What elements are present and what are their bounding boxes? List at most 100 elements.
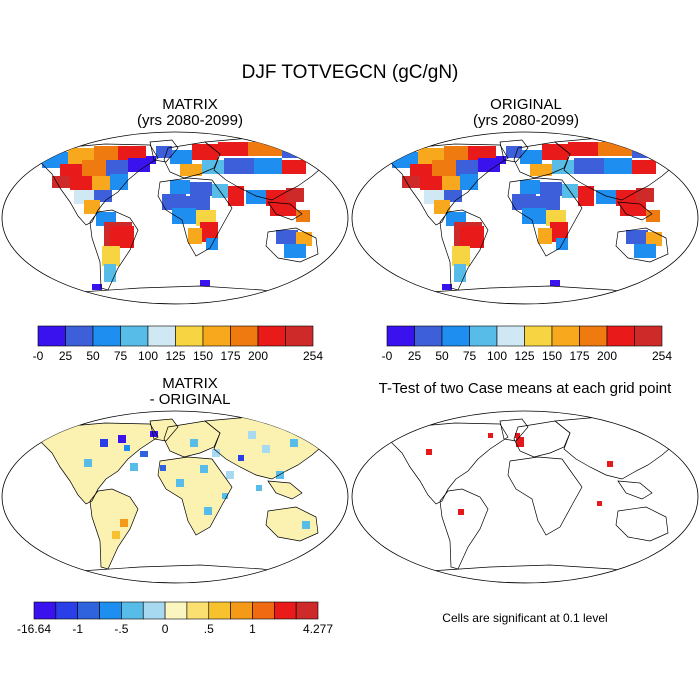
colorbar-original-swatches xyxy=(386,325,663,347)
diff-cell xyxy=(276,471,284,479)
value-cell xyxy=(434,200,450,214)
land-australia xyxy=(266,507,318,541)
value-cell xyxy=(254,158,282,174)
colorbar-tick-label: 0 xyxy=(161,622,169,636)
colorbar-tick-label: 75 xyxy=(113,349,128,363)
map-difference xyxy=(1,410,349,584)
figure-title: DJF TOTVEGCN (gC/gN) xyxy=(241,62,459,83)
significant-cell xyxy=(516,437,524,447)
diff-cell xyxy=(118,435,126,443)
diff-cell xyxy=(256,485,262,491)
value-cell xyxy=(106,160,128,176)
colorbar-tick-label: 150 xyxy=(541,349,563,363)
colorbar-tick-label: 175 xyxy=(569,349,590,363)
value-cell xyxy=(452,246,470,266)
value-cell xyxy=(520,150,542,164)
significant-cell xyxy=(458,509,464,515)
value-cell xyxy=(550,280,560,286)
value-cell xyxy=(190,182,212,196)
value-cell xyxy=(246,190,266,204)
value-cell xyxy=(646,232,662,246)
diff-cell xyxy=(120,519,128,527)
value-cell xyxy=(60,164,82,178)
value-cell xyxy=(82,160,106,178)
diff-cell xyxy=(290,439,298,447)
colorbar-tick-label: 254 xyxy=(302,349,324,363)
diff-cell xyxy=(302,521,310,529)
colorbar-swatch xyxy=(120,325,149,347)
panel-title-ttest: T-Test of two Case means at each grid po… xyxy=(378,380,672,397)
coastline-greenland xyxy=(149,418,179,442)
colorbar-swatch xyxy=(551,325,580,347)
value-cell xyxy=(200,280,210,286)
diff-cell xyxy=(112,531,120,539)
colorbar-tick-label: 100 xyxy=(137,349,159,363)
value-cell xyxy=(478,158,500,172)
colorbar-tick-label: 100 xyxy=(486,349,508,363)
significant-cell xyxy=(607,461,613,467)
colorbar-difference: -16.64 -1 -.5 0 .5 1 4.277 xyxy=(17,601,333,642)
colorbar-tick-label: -0 xyxy=(32,349,44,363)
colorbar-tick-label: 125 xyxy=(514,349,535,363)
colorbar-swatch xyxy=(77,601,100,620)
value-cell xyxy=(538,228,552,244)
diff-cell xyxy=(84,459,92,467)
colorbar-tick-label: 1 xyxy=(249,622,256,636)
value-cell xyxy=(146,156,156,164)
diff-cell xyxy=(100,439,108,447)
value-cell xyxy=(604,158,632,174)
value-cell xyxy=(218,142,248,156)
value-cell xyxy=(110,226,134,248)
colorbar-swatch xyxy=(33,601,57,620)
value-cell xyxy=(598,142,632,156)
colorbar-tick-label: -16.64 xyxy=(16,622,52,636)
colorbar-swatch xyxy=(99,601,122,620)
colorbar-swatch xyxy=(208,601,231,620)
colorbar-swatch xyxy=(469,325,498,347)
land-africa xyxy=(158,457,232,535)
colorbar-swatch xyxy=(524,325,553,347)
value-cell xyxy=(172,208,196,224)
land-samerica xyxy=(90,489,138,569)
value-cell xyxy=(180,164,202,176)
coastline-greenland xyxy=(499,418,529,442)
value-cell xyxy=(460,174,478,190)
colorbar-swatch xyxy=(121,601,144,620)
colorbar-swatch xyxy=(496,325,525,347)
value-cell xyxy=(286,188,304,202)
colorbar-swatch xyxy=(164,601,188,620)
value-cell xyxy=(460,226,484,248)
map-outline xyxy=(351,410,699,584)
colorbar-swatch xyxy=(202,325,231,347)
value-cell xyxy=(626,230,648,244)
value-cell xyxy=(284,244,306,258)
value-cell xyxy=(442,176,460,190)
diff-cell xyxy=(190,439,198,447)
coastline-africa xyxy=(507,177,583,257)
panel-title-line: MATRIX xyxy=(162,96,218,113)
panel-title-matrix: MATRIX (yrs 2080-2099) xyxy=(32,97,348,129)
colorbar-tick-label: 254 xyxy=(651,349,673,363)
coastline-seasia xyxy=(617,201,653,221)
value-cell xyxy=(224,158,254,174)
value-cell xyxy=(578,186,594,206)
colorbar-swatch xyxy=(186,601,210,620)
colorbar-swatch xyxy=(92,325,121,347)
value-cell xyxy=(530,164,552,176)
colorbar-tick-label: 150 xyxy=(192,349,214,363)
coastline-namerica xyxy=(39,143,159,226)
colorbar-swatch xyxy=(55,601,78,620)
panel-title-line: MATRIX xyxy=(162,375,218,392)
value-cell xyxy=(110,174,128,190)
value-cell xyxy=(402,176,420,188)
colorbar-tick-label: .5 xyxy=(203,622,214,636)
value-cell xyxy=(192,144,218,160)
value-cell xyxy=(410,164,432,178)
coastline-greenland xyxy=(149,139,179,163)
land-namerica xyxy=(40,423,158,504)
value-cell xyxy=(270,202,296,216)
colorbar-tick-label: 25 xyxy=(407,349,422,363)
panel-title-line: - ORIGINAL xyxy=(149,391,231,408)
value-cell xyxy=(296,210,310,222)
coastline-samerica xyxy=(89,488,139,570)
